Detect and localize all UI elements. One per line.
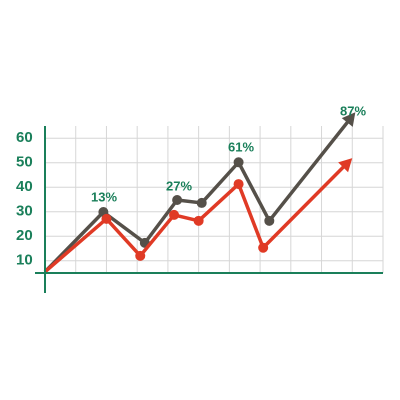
annotation: 61% <box>228 139 254 154</box>
arrowhead <box>341 112 356 127</box>
point <box>264 215 275 226</box>
arrowhead <box>338 158 353 173</box>
y-tick-label: 40 <box>16 178 33 195</box>
point <box>172 194 183 205</box>
point <box>233 157 244 168</box>
marks <box>43 112 356 274</box>
point <box>169 209 180 220</box>
y-tick-label: 30 <box>16 203 33 220</box>
series-line <box>43 162 348 274</box>
annotation: 27% <box>166 178 192 193</box>
y-tick-label: 60 <box>16 129 33 146</box>
y-tick-label: 10 <box>16 252 33 269</box>
annotation: 87% <box>340 103 366 118</box>
annotation: 13% <box>91 189 117 204</box>
point <box>233 179 244 190</box>
y-tick-label: 50 <box>16 154 33 171</box>
point <box>258 242 269 253</box>
y-tick-label: 20 <box>16 227 33 244</box>
point <box>193 215 204 226</box>
point <box>196 197 207 208</box>
point <box>135 250 146 261</box>
point <box>101 213 112 224</box>
